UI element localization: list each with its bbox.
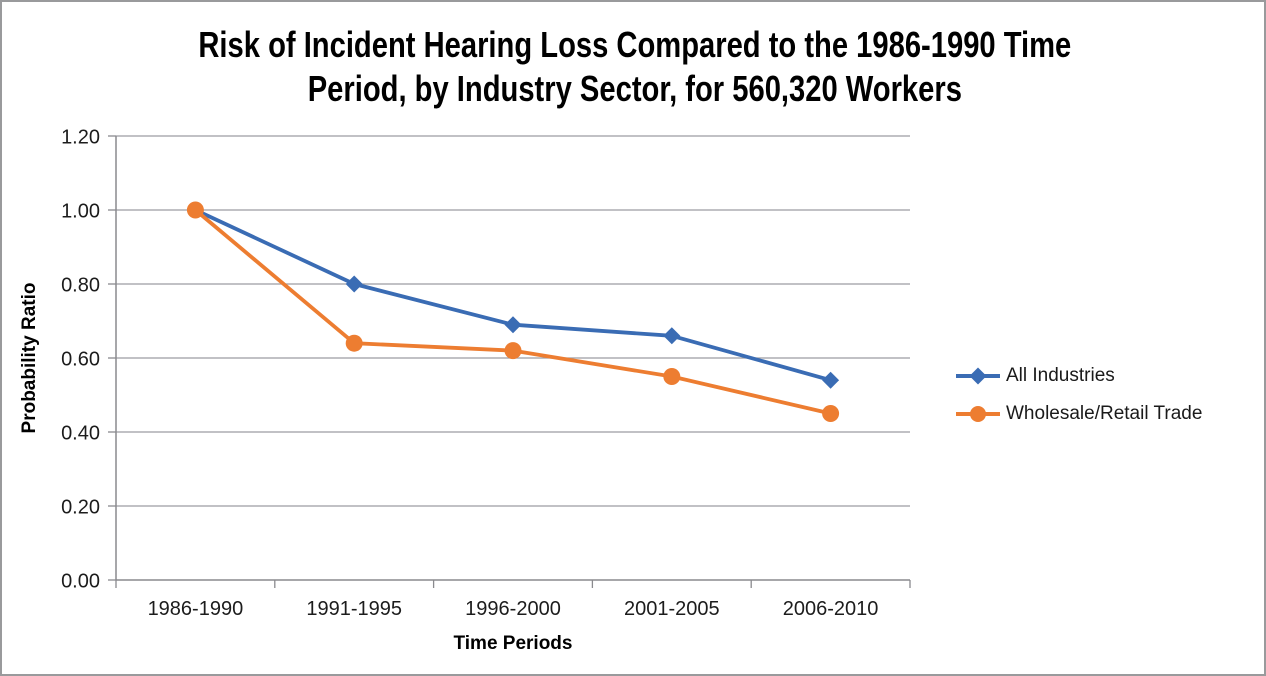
legend-item-wholesale-retail-trade: Wholesale/Retail Trade [956, 395, 1202, 433]
x-tick-label: 2006-2010 [783, 598, 879, 620]
data-point-marker [822, 371, 840, 389]
data-point-marker [822, 405, 840, 422]
legend-label: Wholesale/Retail Trade [1006, 403, 1203, 424]
y-tick-label: 0.60 [61, 349, 100, 371]
y-tick-label: 0.20 [61, 497, 100, 519]
x-tick-label: 1991-1995 [306, 598, 402, 620]
legend-item-all-industries: All Industries [956, 357, 1202, 395]
y-tick-label: 0.40 [61, 423, 100, 445]
chart-title-line1: Risk of Incident Hearing Loss Compared t… [198, 24, 1072, 65]
data-point-marker [345, 334, 363, 352]
legend-line-marker-icon [956, 367, 1000, 385]
y-tick-label: 0.00 [61, 571, 100, 593]
data-point-marker [663, 327, 681, 345]
x-tick-label: 2001-2005 [624, 598, 720, 620]
x-axis-title: Time Periods [453, 633, 573, 654]
chart-title: Risk of Incident Hearing Loss Compared t… [2, 23, 1264, 111]
y-tick-label: 0.80 [61, 275, 100, 297]
series-line-wholesale-retail-trade [193, 208, 833, 416]
y-tick-label: 1.20 [61, 127, 100, 149]
data-point-marker [504, 342, 522, 360]
x-tick-label: 1996-2000 [465, 598, 561, 620]
data-point-marker [504, 316, 522, 334]
y-tick-label: 1.00 [61, 201, 100, 223]
legend: All Industries Wholesale/Retail Trade [956, 357, 1202, 433]
data-point-marker [186, 201, 204, 219]
data-point-marker [663, 368, 681, 385]
legend-label: All Industries [1006, 365, 1115, 386]
data-point-marker [345, 275, 363, 293]
x-tick-label: 1986-1990 [148, 598, 244, 620]
legend-line-marker-icon [956, 405, 1000, 423]
chart-title-line2: Period, by Industry Sector, for 560,320 … [307, 68, 963, 109]
